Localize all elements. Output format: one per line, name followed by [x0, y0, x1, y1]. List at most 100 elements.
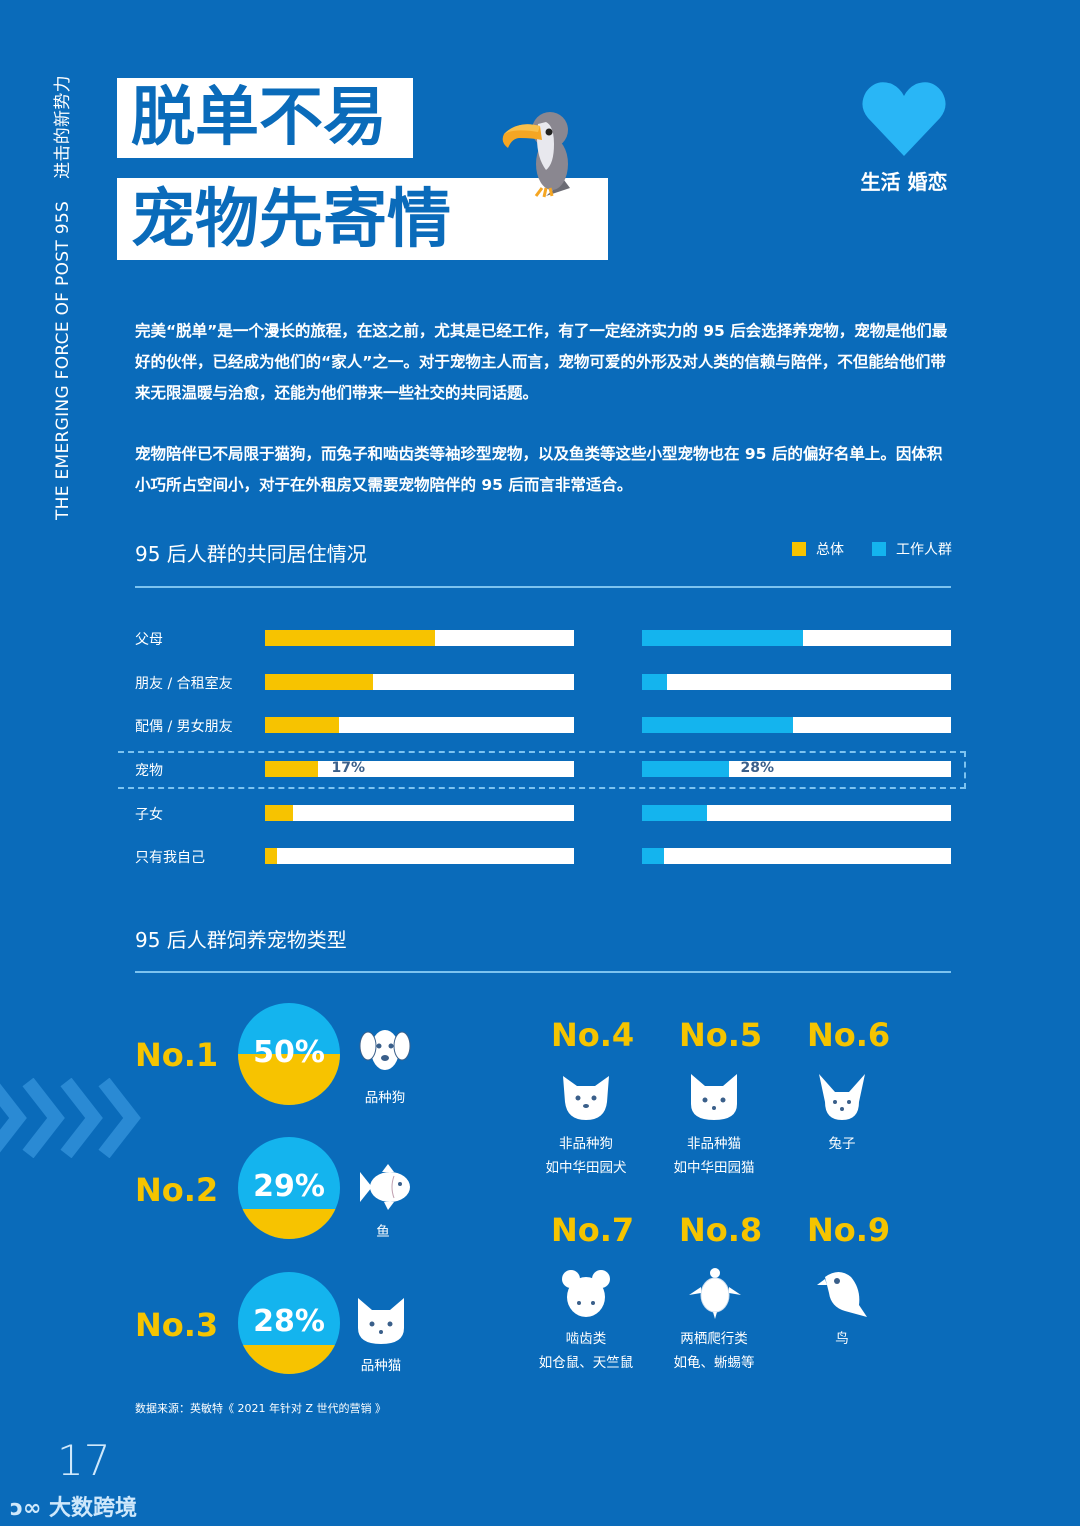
dog-icon [559, 1072, 613, 1126]
bar-fill [642, 630, 803, 646]
category-label: 生活 婚恋 [860, 170, 948, 194]
rank-2: No.2 [135, 1171, 219, 1209]
pet-name: 啮齿类 [565, 1331, 607, 1347]
pct-value: 29% [253, 1169, 325, 1204]
bar-fill [265, 674, 374, 690]
pet-name: 兔子 [828, 1136, 856, 1152]
chart1-legend: 总体 工作人群 [792, 539, 952, 559]
chart1-title: 95 后人群的共同居住情况 [135, 542, 367, 566]
bar-fill [642, 848, 664, 864]
bar-fill [642, 717, 794, 733]
bar-working [642, 717, 951, 733]
row-label: 朋友 / 合租室友 [135, 676, 233, 692]
bar-overall [265, 848, 574, 864]
rank-1: No.1 [135, 1036, 219, 1074]
rank-7: No.7 [551, 1211, 635, 1249]
heart-icon [862, 82, 946, 156]
pet-name: 鸟 [835, 1331, 849, 1347]
legend-working: 工作人群 [872, 539, 952, 559]
bar-overall: 17% [265, 760, 574, 777]
rank-9: No.9 [807, 1211, 891, 1249]
pet-name-9: 鸟 [767, 1327, 917, 1351]
row-label: 父母 [135, 632, 163, 648]
bar-fill [642, 674, 667, 690]
pct-circle-1: 50% [238, 1003, 340, 1105]
toucan-illustration-icon [502, 112, 570, 198]
pet-name-4: 非品种狗 如中华田园犬 [511, 1132, 661, 1180]
legend-label: 工作人群 [896, 542, 952, 558]
legend-swatch-blue-icon [872, 542, 886, 556]
bar-overall [265, 717, 574, 733]
title-line-1: 脱单不易 [117, 78, 413, 158]
divider [135, 586, 951, 588]
bar-working [642, 805, 951, 821]
pet-name-2: 鱼 [376, 1224, 390, 1240]
pet-name: 两栖爬行类 [680, 1331, 748, 1347]
pet-name-6: 兔子 [767, 1132, 917, 1156]
legend-overall: 总体 [792, 539, 844, 559]
pet-name-3: 品种猫 [360, 1358, 402, 1374]
bar-fill [265, 630, 435, 646]
side-label: THE EMERGING FORCE OF POST 95S 进击的新势力 [48, 75, 73, 520]
mouse-icon [559, 1267, 613, 1325]
pet-example: 如龟、蜥蜴等 [673, 1355, 755, 1371]
side-label-en: THE EMERGING FORCE OF POST 95S [53, 200, 73, 520]
side-label-cn: 进击的新势力 [53, 75, 73, 179]
bar-fill [265, 805, 293, 821]
rank-8: No.8 [679, 1211, 763, 1249]
dog-icon [359, 1030, 411, 1070]
bar-overall [265, 805, 574, 821]
bar-fill [642, 805, 707, 821]
rabbit-icon [815, 1072, 869, 1126]
pct-circle-3: 28% [238, 1272, 340, 1374]
pct-value: 28% [253, 1304, 325, 1339]
pet-name-1: 品种狗 [364, 1090, 406, 1106]
legend-swatch-yellow-icon [792, 542, 806, 556]
rank-4: No.4 [551, 1016, 635, 1054]
cat-icon [358, 1298, 404, 1344]
intro-paragraph-2: 宠物陪伴已不局限于猫狗，而兔子和啮齿类等袖珍型宠物，以及鱼类等这些小型宠物也在 … [135, 445, 943, 494]
pet-name-7: 啮齿类 如仓鼠、天竺鼠 [511, 1327, 661, 1375]
turtle-icon [687, 1267, 743, 1325]
rank-3: No.3 [135, 1306, 219, 1344]
bird-icon [815, 1267, 869, 1325]
highlight-pet-row [118, 751, 966, 789]
bar-fill [265, 848, 278, 864]
bar-overall [265, 674, 574, 690]
pet-name: 非品种狗 [559, 1136, 613, 1152]
divider [135, 971, 951, 973]
row-label: 配偶 / 男女朋友 [135, 719, 233, 735]
row-label: 子女 [135, 807, 163, 823]
bar-overall [265, 630, 574, 646]
chevron-decoration-icon [0, 1078, 141, 1158]
bar-value: 17% [331, 760, 366, 776]
watermark-text: 大数跨境 [49, 1496, 138, 1521]
pet-example: 如中华田园犬 [545, 1160, 627, 1176]
pet-example: 如仓鼠、天竺鼠 [538, 1355, 634, 1371]
bar-working [642, 674, 951, 690]
chart2-title: 95 后人群饲养宠物类型 [135, 928, 347, 952]
logo-icon: ↄ∞ [10, 1496, 50, 1521]
bar-fill [265, 717, 340, 733]
data-source: 数据来源：英敏特《 2021 年针对 Z 世代的营销 》 [135, 1402, 387, 1415]
rank-5: No.5 [679, 1016, 763, 1054]
row-label: 宠物 [135, 763, 163, 779]
pct-value: 50% [253, 1035, 325, 1070]
pet-name-8: 两栖爬行类 如龟、蜥蜴等 [639, 1327, 789, 1375]
row-label: 只有我自己 [135, 850, 205, 866]
bar-working: 28% [642, 760, 951, 777]
category-badge: 生活 婚恋 [858, 80, 950, 195]
fish-icon [360, 1164, 410, 1210]
pet-name-5: 非品种猫 如中华田园猫 [639, 1132, 789, 1180]
bar-value: 28% [740, 760, 775, 776]
pct-circle-2: 29% [238, 1137, 340, 1239]
title-line-2: 宠物先寄情 [117, 178, 608, 260]
rank-6: No.6 [807, 1016, 891, 1054]
intro-paragraph-1: 完美“脱单”是一个漫长的旅程，在这之前，尤其是已经工作，有了一定经济实力的 95… [135, 322, 948, 402]
watermark-logo: ↄ∞ 大数跨境 [10, 1490, 137, 1522]
bar-working [642, 848, 951, 864]
legend-label: 总体 [816, 542, 844, 558]
page-number: 17 [57, 1436, 111, 1485]
bar-fill [642, 761, 729, 777]
pet-example: 如中华田园猫 [673, 1160, 755, 1176]
